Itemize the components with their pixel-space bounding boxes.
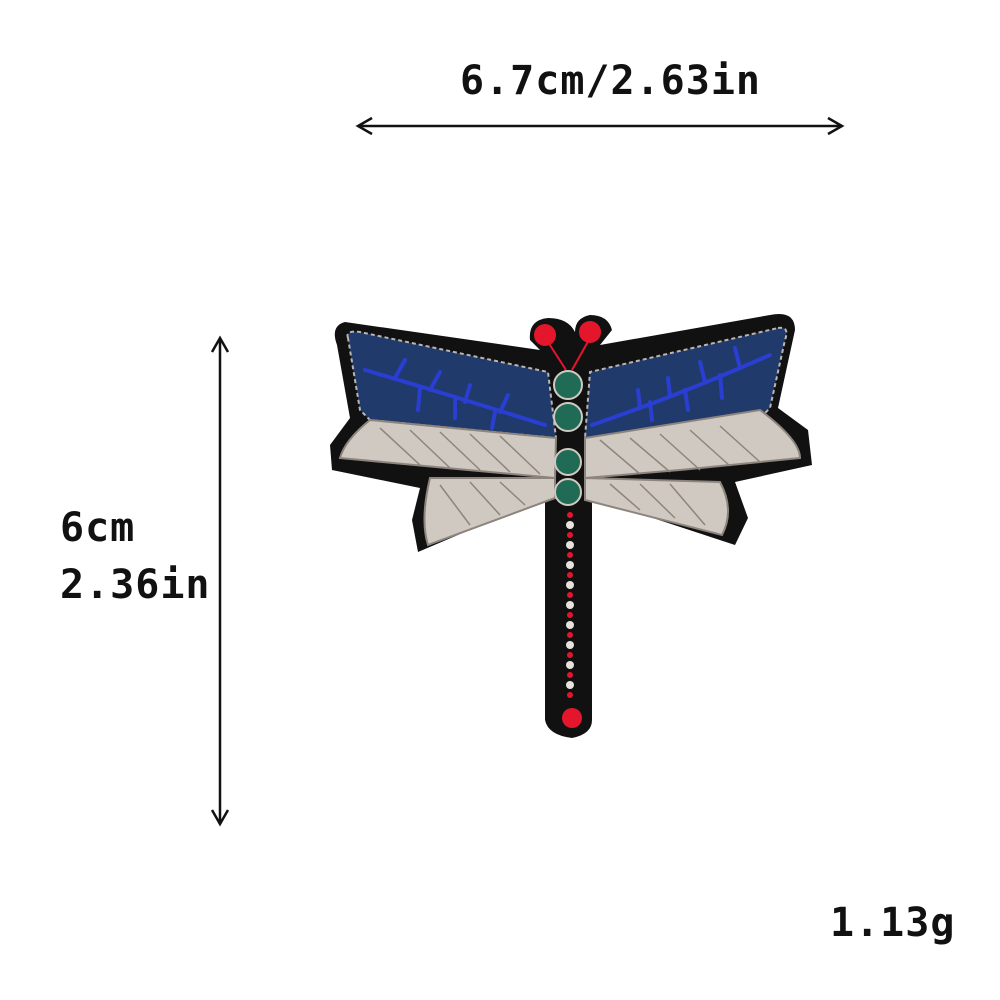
- height-dimension-label-cm: 6cm: [60, 505, 136, 551]
- wing-veins: [363, 346, 772, 430]
- right-mid-wing: [584, 408, 802, 480]
- dragonfly-patch: [330, 314, 812, 738]
- weight-label: 1.13g: [830, 900, 956, 946]
- dragonfly-body: [553, 370, 583, 506]
- antennae: [534, 321, 601, 371]
- height-dimension-label-in: 2.36in: [60, 562, 211, 608]
- width-dimension-label: 6.7cm/2.63in: [460, 58, 761, 104]
- height-arrow: [210, 335, 230, 827]
- left-lower-wing: [423, 477, 556, 547]
- silver-stitching: [379, 425, 761, 526]
- right-lower-wing: [584, 476, 729, 537]
- width-arrow: [355, 116, 845, 136]
- dragonfly-tail: [562, 512, 582, 728]
